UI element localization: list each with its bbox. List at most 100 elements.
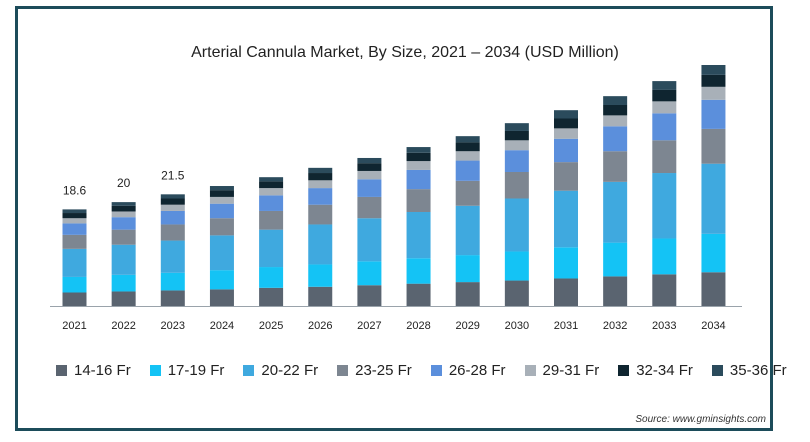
bar-segment-14-16fr-2027 bbox=[357, 285, 382, 306]
bar-segment-35-36fr-2025 bbox=[259, 177, 284, 182]
bar-segment-23-25fr-2024 bbox=[209, 218, 234, 236]
bar-segment-26-28fr-2029 bbox=[455, 160, 480, 181]
bar-segment-26-28fr-2034 bbox=[701, 99, 726, 129]
bar-segment-29-31fr-2024 bbox=[209, 196, 234, 204]
bar-segment-20-22fr-2029 bbox=[455, 205, 480, 256]
bar-segment-35-36fr-2028 bbox=[406, 147, 431, 153]
legend-swatch bbox=[243, 365, 255, 376]
bar-segment-20-22fr-2026 bbox=[308, 224, 333, 265]
bar-segment-32-34fr-2027 bbox=[357, 163, 382, 171]
legend-swatch bbox=[618, 365, 630, 376]
bar-segment-26-28fr-2026 bbox=[308, 188, 333, 205]
bar-segment-29-31fr-2027 bbox=[357, 170, 382, 180]
total-label-2021: 18.6 bbox=[63, 183, 87, 197]
bar-segment-32-34fr-2024 bbox=[209, 190, 234, 197]
legend-item-35-36fr: 35-36 Fr bbox=[711, 362, 787, 379]
legend-item-32-34fr: 32-34 Fr bbox=[618, 362, 693, 379]
bar-segment-17-19fr-2031 bbox=[554, 247, 578, 279]
bar-segment-17-19fr-2034 bbox=[701, 233, 726, 273]
bar-segment-32-34fr-2034 bbox=[701, 74, 726, 87]
legend-item-26-28fr: 26-28 Fr bbox=[430, 362, 506, 379]
x-tick-label-2034: 2034 bbox=[701, 320, 725, 332]
bar-segment-17-19fr-2033 bbox=[652, 238, 677, 275]
bar-segment-29-31fr-2021 bbox=[62, 218, 87, 224]
bar-segment-23-25fr-2026 bbox=[308, 204, 333, 225]
bar-segment-23-25fr-2023 bbox=[160, 224, 185, 241]
legend-label: 26-28 Fr bbox=[448, 362, 506, 379]
bar-segment-20-22fr-2028 bbox=[406, 211, 431, 259]
bar-segment-35-36fr-2029 bbox=[455, 136, 480, 143]
bar-segment-20-22fr-2033 bbox=[652, 173, 677, 239]
legend-label: 20-22 Fr bbox=[261, 362, 319, 379]
bar-segment-26-28fr-2032 bbox=[603, 126, 628, 152]
bar-segment-35-36fr-2033 bbox=[652, 81, 677, 90]
bar-segment-17-19fr-2023 bbox=[160, 272, 185, 291]
legend-swatch bbox=[337, 365, 349, 376]
legend-swatch bbox=[430, 365, 442, 376]
bar-segment-29-31fr-2026 bbox=[308, 180, 333, 189]
bar-segment-23-25fr-2030 bbox=[504, 172, 529, 199]
bar-segment-14-16fr-2021 bbox=[62, 292, 87, 306]
total-label-2023: 21.5 bbox=[161, 168, 185, 182]
legend-item-14-16fr: 14-16 Fr bbox=[56, 362, 131, 379]
legend-swatch bbox=[56, 365, 67, 376]
bar-segment-35-36fr-2023 bbox=[160, 194, 185, 199]
bar-segment-20-22fr-2025 bbox=[259, 229, 284, 268]
bar-segment-29-31fr-2034 bbox=[701, 86, 726, 100]
x-tick-label-2026: 2026 bbox=[308, 320, 332, 332]
chart-frame bbox=[15, 6, 773, 431]
bar-segment-29-31fr-2033 bbox=[652, 101, 677, 114]
bar-segment-29-31fr-2031 bbox=[554, 128, 578, 139]
bar-segment-20-22fr-2021 bbox=[62, 248, 87, 277]
bar-segment-20-22fr-2031 bbox=[554, 190, 578, 248]
x-tick-label-2022: 2022 bbox=[111, 320, 135, 332]
bar-segment-29-31fr-2028 bbox=[406, 161, 431, 170]
bar-segment-26-28fr-2021 bbox=[62, 223, 87, 235]
bar-segment-26-28fr-2024 bbox=[209, 203, 234, 219]
legend-label: 35-36 Fr bbox=[729, 362, 787, 379]
bar-segment-35-36fr-2024 bbox=[209, 186, 234, 191]
bar-segment-29-31fr-2030 bbox=[504, 140, 529, 151]
bar-segment-14-16fr-2030 bbox=[504, 280, 529, 306]
bar-segment-17-19fr-2026 bbox=[308, 264, 333, 287]
bar-segment-35-36fr-2032 bbox=[603, 96, 628, 105]
x-tick-label-2023: 2023 bbox=[161, 320, 185, 332]
bar-segment-14-16fr-2033 bbox=[652, 274, 677, 306]
bar-segment-29-31fr-2022 bbox=[111, 211, 136, 218]
bar-segment-23-25fr-2028 bbox=[406, 189, 431, 212]
total-label-2022: 20 bbox=[117, 176, 131, 190]
bar-segment-17-19fr-2021 bbox=[62, 276, 87, 293]
bar-segment-32-34fr-2021 bbox=[62, 213, 87, 219]
x-tick-label-2032: 2032 bbox=[603, 320, 627, 332]
bar-segment-32-34fr-2026 bbox=[308, 173, 333, 181]
bar-segment-26-28fr-2027 bbox=[357, 179, 382, 197]
bar-segment-14-16fr-2032 bbox=[603, 276, 628, 306]
bar-segment-20-22fr-2030 bbox=[504, 198, 529, 252]
legend: 14-16 Fr 17-19 Fr 20-22 Fr 23-25 Fr 26-28 Fr… bbox=[56, 362, 806, 379]
bar-segment-26-28fr-2030 bbox=[504, 150, 529, 172]
source-note: Source: www.gminsights.com bbox=[635, 414, 766, 425]
bar-segment-32-34fr-2025 bbox=[259, 181, 284, 189]
bar-segment-32-34fr-2031 bbox=[554, 118, 578, 129]
x-tick-label-2027: 2027 bbox=[357, 320, 381, 332]
bar-segment-20-22fr-2034 bbox=[701, 163, 726, 234]
bar-segment-29-31fr-2029 bbox=[455, 151, 480, 161]
bar-segment-26-28fr-2022 bbox=[111, 217, 136, 230]
x-tick-label-2028: 2028 bbox=[406, 320, 430, 332]
bar-segment-23-25fr-2033 bbox=[652, 140, 677, 174]
bar-segment-14-16fr-2022 bbox=[111, 291, 136, 306]
bar-segment-35-36fr-2027 bbox=[357, 157, 382, 164]
x-tick-label-2031: 2031 bbox=[554, 320, 578, 332]
bar-segment-29-31fr-2023 bbox=[160, 204, 185, 211]
x-tick-label-2033: 2033 bbox=[652, 320, 676, 332]
bar-segment-29-31fr-2025 bbox=[259, 188, 284, 196]
bar-segment-26-28fr-2025 bbox=[259, 195, 284, 211]
bar-segment-20-22fr-2027 bbox=[357, 218, 382, 262]
bar-segment-32-34fr-2028 bbox=[406, 152, 431, 162]
bar-segment-35-36fr-2021 bbox=[62, 209, 87, 214]
bar-segment-35-36fr-2034 bbox=[701, 65, 726, 75]
bar-segment-29-31fr-2032 bbox=[603, 115, 628, 127]
legend-item-29-31fr: 29-31 Fr bbox=[524, 362, 599, 379]
legend-swatch bbox=[711, 365, 723, 376]
